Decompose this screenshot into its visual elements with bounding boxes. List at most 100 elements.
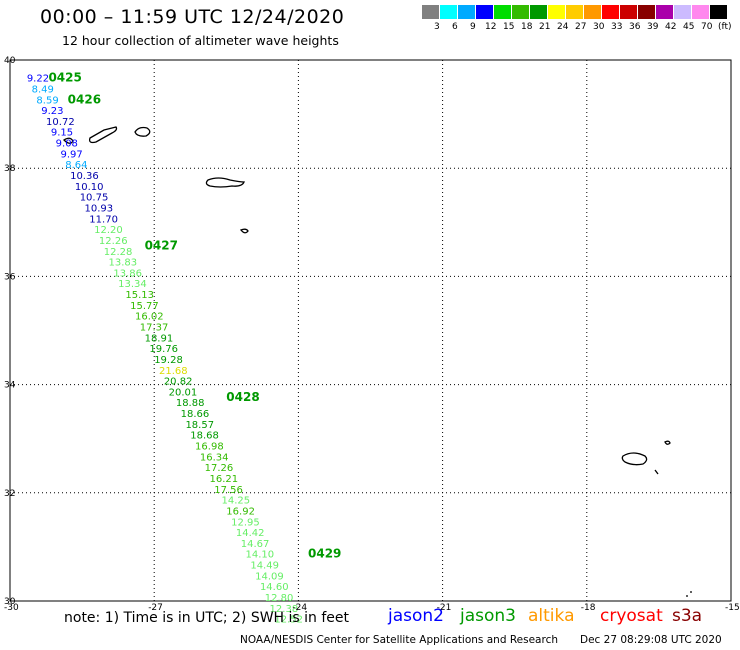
satellite-cryosat: cryosat xyxy=(600,606,663,626)
swh-value: 12.28 xyxy=(104,247,133,258)
legend-swatch xyxy=(674,5,691,19)
swh-value: 18.91 xyxy=(145,333,174,344)
swh-value: 10.10 xyxy=(75,182,104,193)
swh-value: 14.49 xyxy=(250,561,279,572)
island-madeira xyxy=(621,452,648,466)
legend-label: 9 xyxy=(470,22,476,32)
swh-value: 9.15 xyxy=(51,128,73,139)
legend-label: 12 xyxy=(485,22,497,32)
swh-value: 8.64 xyxy=(65,160,87,171)
legend-swatch xyxy=(692,5,709,19)
map-subtitle: 12 hour collection of altimeter wave hei… xyxy=(62,33,339,48)
swh-value: 10.93 xyxy=(85,203,114,214)
legend-label: 33 xyxy=(611,22,623,32)
swh-value: 18.57 xyxy=(185,420,214,431)
swh-value: 18.68 xyxy=(190,431,219,442)
swh-value: 18.66 xyxy=(181,409,210,420)
legend-label: 21 xyxy=(539,22,551,32)
legend-label: 27 xyxy=(575,22,587,32)
swh-value: 20.82 xyxy=(164,377,193,388)
legend-label: 24 xyxy=(557,22,569,32)
legend-swatch xyxy=(422,5,439,19)
track-time-label: 0426 xyxy=(68,92,101,106)
legend-label: 45 xyxy=(683,22,695,32)
legend-swatch xyxy=(602,5,619,19)
swh-value: 11.70 xyxy=(89,214,118,225)
swh-value: 9.22 xyxy=(27,74,49,85)
legend-label: 18 xyxy=(521,22,533,32)
swh-value: 16.92 xyxy=(226,506,255,517)
island-selvagens xyxy=(686,591,692,597)
swh-value: 18.88 xyxy=(176,398,205,409)
swh-value: 8.59 xyxy=(36,95,58,106)
swh-value: 12.80 xyxy=(265,593,294,604)
swh-value: 16.21 xyxy=(209,474,238,485)
swh-value: 19.28 xyxy=(154,355,183,366)
swh-value: 9.23 xyxy=(41,106,63,117)
x-tick-label: -24 xyxy=(292,603,307,613)
legend-swatch xyxy=(638,5,655,19)
axis-labels: 40 38 36 34 32 30-30 -27 -24 -21 -18 -15 xyxy=(4,56,740,613)
x-tick-label: -21 xyxy=(437,603,452,613)
legend-label: 6 xyxy=(452,22,458,32)
y-tick-label: 32 xyxy=(4,489,15,499)
legend-swatch xyxy=(656,5,673,19)
legend-swatch xyxy=(530,5,547,19)
satellite-altika: altika xyxy=(528,606,575,626)
track-time-label: 0425 xyxy=(48,71,81,85)
legend-label: 36 xyxy=(629,22,641,32)
azores-islands xyxy=(62,126,692,597)
swh-value: 10.72 xyxy=(46,117,75,128)
swh-value: 15.13 xyxy=(125,290,154,301)
swh-value: 19.76 xyxy=(149,344,178,355)
satellite-jason3: jason3 xyxy=(460,606,516,626)
legend-swatch xyxy=(710,5,727,19)
y-tick-label: 36 xyxy=(4,272,16,282)
swh-value: 9.97 xyxy=(60,149,82,160)
legend-swatch xyxy=(620,5,637,19)
x-tick-label: -15 xyxy=(725,603,740,613)
swh-value: 16.98 xyxy=(195,442,224,453)
swh-value: 14.25 xyxy=(221,496,250,507)
map-frame xyxy=(9,59,732,602)
track-time-label: 0429 xyxy=(308,547,341,561)
island-porto-santo xyxy=(664,440,671,445)
island-sao-miguel xyxy=(205,177,245,188)
y-tick-label: 34 xyxy=(4,381,16,391)
legend-swatch xyxy=(494,5,511,19)
swh-value: 13.83 xyxy=(109,258,138,269)
island-desertas xyxy=(654,469,659,475)
legend-label: 3 xyxy=(434,22,440,32)
legend-swatch xyxy=(476,5,493,19)
swh-value: 20.01 xyxy=(169,387,198,398)
swh-value: 14.10 xyxy=(246,550,275,561)
x-tick-label: -27 xyxy=(148,603,163,613)
swh-value: 10.75 xyxy=(80,193,109,204)
y-tick-label: 40 xyxy=(4,56,16,66)
swh-value: 17.26 xyxy=(205,463,234,474)
swh-value: 15.77 xyxy=(130,301,159,312)
swh-value: 12.26 xyxy=(99,236,128,247)
legend-label: 30 xyxy=(593,22,605,32)
legend-label: 70 xyxy=(701,22,713,32)
swh-value: 13.86 xyxy=(113,268,142,279)
swh-value: 17.56 xyxy=(214,485,243,496)
swh-value: 12.20 xyxy=(94,225,123,236)
legend-label: 39 xyxy=(647,22,659,32)
track-time-label: 0428 xyxy=(226,390,259,404)
swh-value: 10.36 xyxy=(70,171,99,182)
swh-value: 14.67 xyxy=(241,539,270,550)
swh-value: 16.34 xyxy=(200,452,229,463)
x-tick-label: -30 xyxy=(4,603,19,613)
legend-swatch xyxy=(548,5,565,19)
swh-value: 14.09 xyxy=(255,571,284,582)
track-time-label: 0427 xyxy=(145,238,178,252)
island-flores xyxy=(62,137,74,144)
legend-label: (ft) xyxy=(718,22,732,32)
swh-value: 21.68 xyxy=(159,366,188,377)
x-tick-label: -18 xyxy=(581,603,596,613)
legend-label: 15 xyxy=(503,22,515,32)
swh-value: 16.02 xyxy=(135,312,164,323)
island-santa-maria xyxy=(239,228,249,234)
